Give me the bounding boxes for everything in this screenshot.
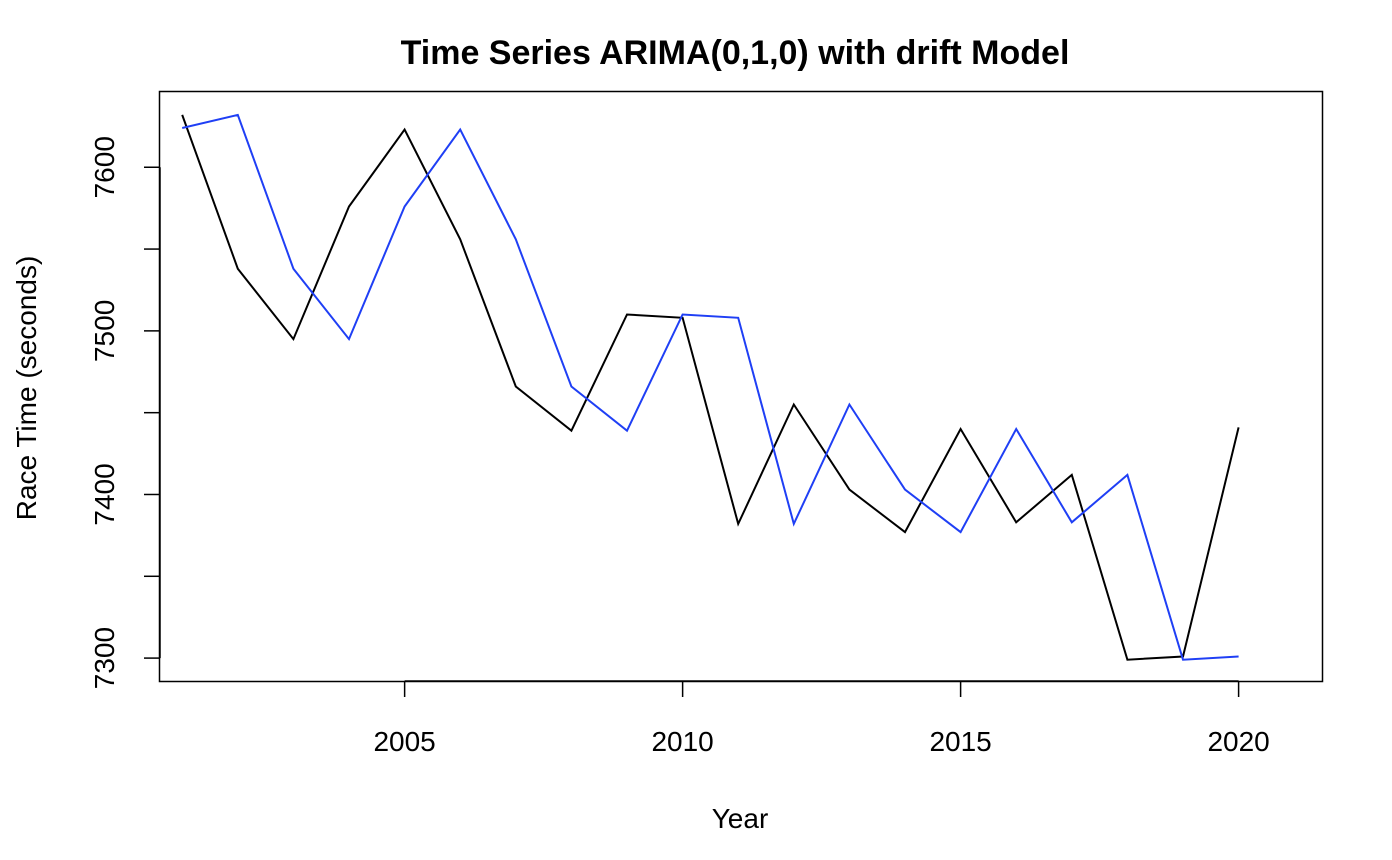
x-tick-label: 2015 [929, 726, 991, 757]
x-tick-label: 2005 [373, 726, 435, 757]
x-axis: 2005 2010 2015 2020 [373, 680, 1270, 757]
x-tick-label: 2010 [651, 726, 713, 757]
y-tick-label: 7500 [89, 300, 120, 362]
y-tick-label: 7600 [89, 136, 120, 198]
series-line-2 [181, 113, 1239, 661]
y-tick-label: 7400 [89, 463, 120, 525]
y-tick-label: 7300 [89, 627, 120, 689]
series-line-1 [181, 114, 1240, 661]
series-layer [181, 113, 1240, 661]
y-axis: 7300 7400 7500 7600 [89, 136, 161, 689]
chart-title: Time Series ARIMA(0,1,0) with drift Mode… [401, 34, 1070, 72]
x-axis-label: Year [712, 803, 769, 834]
x-tick-label: 2020 [1207, 726, 1269, 757]
plot-frame [158, 90, 1324, 683]
y-axis-label: Race Time (seconds) [11, 256, 42, 521]
